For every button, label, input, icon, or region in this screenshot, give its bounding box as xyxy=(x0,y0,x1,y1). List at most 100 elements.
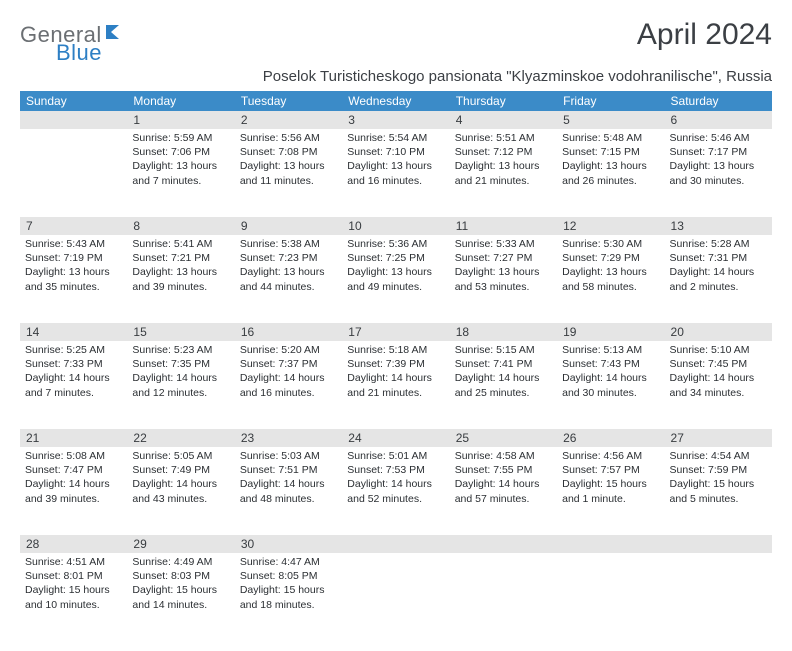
sun-line: and 25 minutes. xyxy=(455,386,552,400)
sun-line: Sunset: 7:15 PM xyxy=(562,145,659,159)
sun-line: Sunset: 7:12 PM xyxy=(455,145,552,159)
day-content: Sunrise: 5:54 AMSunset: 7:10 PMDaylight:… xyxy=(342,129,449,192)
day-cell: Sunrise: 5:05 AMSunset: 7:49 PMDaylight:… xyxy=(127,447,234,535)
day-content: Sunrise: 5:51 AMSunset: 7:12 PMDaylight:… xyxy=(450,129,557,192)
logo-text-blue: Blue xyxy=(56,40,102,65)
daynum-row: 282930 xyxy=(20,535,772,553)
sun-line: Sunset: 7:45 PM xyxy=(670,357,767,371)
sun-line: Sunset: 7:55 PM xyxy=(455,463,552,477)
sun-line: Sunrise: 5:46 AM xyxy=(670,131,767,145)
sun-line: Sunrise: 5:03 AM xyxy=(240,449,337,463)
sun-line: Sunset: 7:59 PM xyxy=(670,463,767,477)
day-cell: Sunrise: 4:47 AMSunset: 8:05 PMDaylight:… xyxy=(235,553,342,641)
day-number: 27 xyxy=(665,429,772,447)
day-number xyxy=(557,535,664,553)
sun-line: Daylight: 13 hours xyxy=(670,159,767,173)
day-content: Sunrise: 5:03 AMSunset: 7:51 PMDaylight:… xyxy=(235,447,342,510)
day-content: Sunrise: 5:15 AMSunset: 7:41 PMDaylight:… xyxy=(450,341,557,404)
day-number xyxy=(342,535,449,553)
day-number: 4 xyxy=(450,111,557,129)
day-content: Sunrise: 4:58 AMSunset: 7:55 PMDaylight:… xyxy=(450,447,557,510)
day-cell: Sunrise: 5:41 AMSunset: 7:21 PMDaylight:… xyxy=(127,235,234,323)
sun-line: Sunrise: 5:28 AM xyxy=(670,237,767,251)
sun-line: Sunset: 7:49 PM xyxy=(132,463,229,477)
sun-line: and 30 minutes. xyxy=(562,386,659,400)
day-content: Sunrise: 4:56 AMSunset: 7:57 PMDaylight:… xyxy=(557,447,664,510)
location-subtitle: Poselok Turisticheskogo pansionata "Klya… xyxy=(20,68,772,85)
day-number: 28 xyxy=(20,535,127,553)
sun-line: Sunrise: 5:41 AM xyxy=(132,237,229,251)
day-number: 6 xyxy=(665,111,772,129)
sun-line: Daylight: 15 hours xyxy=(670,477,767,491)
day-cell xyxy=(557,553,664,641)
day-content: Sunrise: 4:47 AMSunset: 8:05 PMDaylight:… xyxy=(235,553,342,616)
sun-line: Sunrise: 4:56 AM xyxy=(562,449,659,463)
weekday-header: Sunday xyxy=(20,91,127,111)
day-content: Sunrise: 5:36 AMSunset: 7:25 PMDaylight:… xyxy=(342,235,449,298)
day-content: Sunrise: 5:59 AMSunset: 7:06 PMDaylight:… xyxy=(127,129,234,192)
day-number: 24 xyxy=(342,429,449,447)
day-cell: Sunrise: 4:56 AMSunset: 7:57 PMDaylight:… xyxy=(557,447,664,535)
day-content: Sunrise: 5:08 AMSunset: 7:47 PMDaylight:… xyxy=(20,447,127,510)
day-cell: Sunrise: 5:38 AMSunset: 7:23 PMDaylight:… xyxy=(235,235,342,323)
sun-line: Sunrise: 5:36 AM xyxy=(347,237,444,251)
day-number: 25 xyxy=(450,429,557,447)
sun-line: and 39 minutes. xyxy=(132,280,229,294)
calendar-body: 123456Sunrise: 5:59 AMSunset: 7:06 PMDay… xyxy=(20,111,772,641)
day-cell: Sunrise: 5:08 AMSunset: 7:47 PMDaylight:… xyxy=(20,447,127,535)
day-cell: Sunrise: 5:15 AMSunset: 7:41 PMDaylight:… xyxy=(450,341,557,429)
calendar-table: SundayMondayTuesdayWednesdayThursdayFrid… xyxy=(20,91,772,641)
day-number: 12 xyxy=(557,217,664,235)
day-number: 7 xyxy=(20,217,127,235)
day-content: Sunrise: 5:28 AMSunset: 7:31 PMDaylight:… xyxy=(665,235,772,298)
sun-line: Sunrise: 5:56 AM xyxy=(240,131,337,145)
sun-line: Sunset: 8:05 PM xyxy=(240,569,337,583)
sun-line: Sunset: 7:19 PM xyxy=(25,251,122,265)
sun-line: Sunrise: 5:10 AM xyxy=(670,343,767,357)
day-cell xyxy=(20,129,127,217)
sun-line: Daylight: 13 hours xyxy=(25,265,122,279)
sun-line: Daylight: 13 hours xyxy=(132,265,229,279)
sun-line: Sunrise: 5:54 AM xyxy=(347,131,444,145)
day-cell: Sunrise: 5:36 AMSunset: 7:25 PMDaylight:… xyxy=(342,235,449,323)
sun-line: Sunrise: 5:08 AM xyxy=(25,449,122,463)
day-content: Sunrise: 5:41 AMSunset: 7:21 PMDaylight:… xyxy=(127,235,234,298)
sun-line: Daylight: 13 hours xyxy=(562,265,659,279)
sun-line: Sunset: 7:39 PM xyxy=(347,357,444,371)
daynum-row: 21222324252627 xyxy=(20,429,772,447)
day-content: Sunrise: 4:49 AMSunset: 8:03 PMDaylight:… xyxy=(127,553,234,616)
sun-line: Sunset: 7:10 PM xyxy=(347,145,444,159)
day-cell: Sunrise: 5:10 AMSunset: 7:45 PMDaylight:… xyxy=(665,341,772,429)
sun-line: Daylight: 15 hours xyxy=(240,583,337,597)
sun-line: and 21 minutes. xyxy=(347,386,444,400)
sun-line: Sunset: 7:23 PM xyxy=(240,251,337,265)
sun-line: and 44 minutes. xyxy=(240,280,337,294)
day-content: Sunrise: 4:54 AMSunset: 7:59 PMDaylight:… xyxy=(665,447,772,510)
daynum-row: 14151617181920 xyxy=(20,323,772,341)
sun-line: Sunset: 7:33 PM xyxy=(25,357,122,371)
day-number: 19 xyxy=(557,323,664,341)
day-cell: Sunrise: 5:23 AMSunset: 7:35 PMDaylight:… xyxy=(127,341,234,429)
day-number xyxy=(20,111,127,129)
weekday-header: Thursday xyxy=(450,91,557,111)
sun-line: Daylight: 13 hours xyxy=(347,159,444,173)
sun-line: and 7 minutes. xyxy=(25,386,122,400)
sun-line: Sunrise: 5:33 AM xyxy=(455,237,552,251)
sun-line: and 39 minutes. xyxy=(25,492,122,506)
sun-line: and 53 minutes. xyxy=(455,280,552,294)
daynum-row: 78910111213 xyxy=(20,217,772,235)
sun-line: and 1 minute. xyxy=(562,492,659,506)
week-row: Sunrise: 4:51 AMSunset: 8:01 PMDaylight:… xyxy=(20,553,772,641)
sun-line: Daylight: 14 hours xyxy=(240,477,337,491)
sun-line: Daylight: 14 hours xyxy=(455,371,552,385)
sun-line: Daylight: 14 hours xyxy=(132,477,229,491)
day-number: 1 xyxy=(127,111,234,129)
weekday-header: Wednesday xyxy=(342,91,449,111)
day-number: 15 xyxy=(127,323,234,341)
day-number: 26 xyxy=(557,429,664,447)
sun-line: Sunset: 7:17 PM xyxy=(670,145,767,159)
sun-line: Daylight: 14 hours xyxy=(25,371,122,385)
day-cell: Sunrise: 5:46 AMSunset: 7:17 PMDaylight:… xyxy=(665,129,772,217)
weekday-header-row: SundayMondayTuesdayWednesdayThursdayFrid… xyxy=(20,91,772,111)
weekday-header: Tuesday xyxy=(235,91,342,111)
